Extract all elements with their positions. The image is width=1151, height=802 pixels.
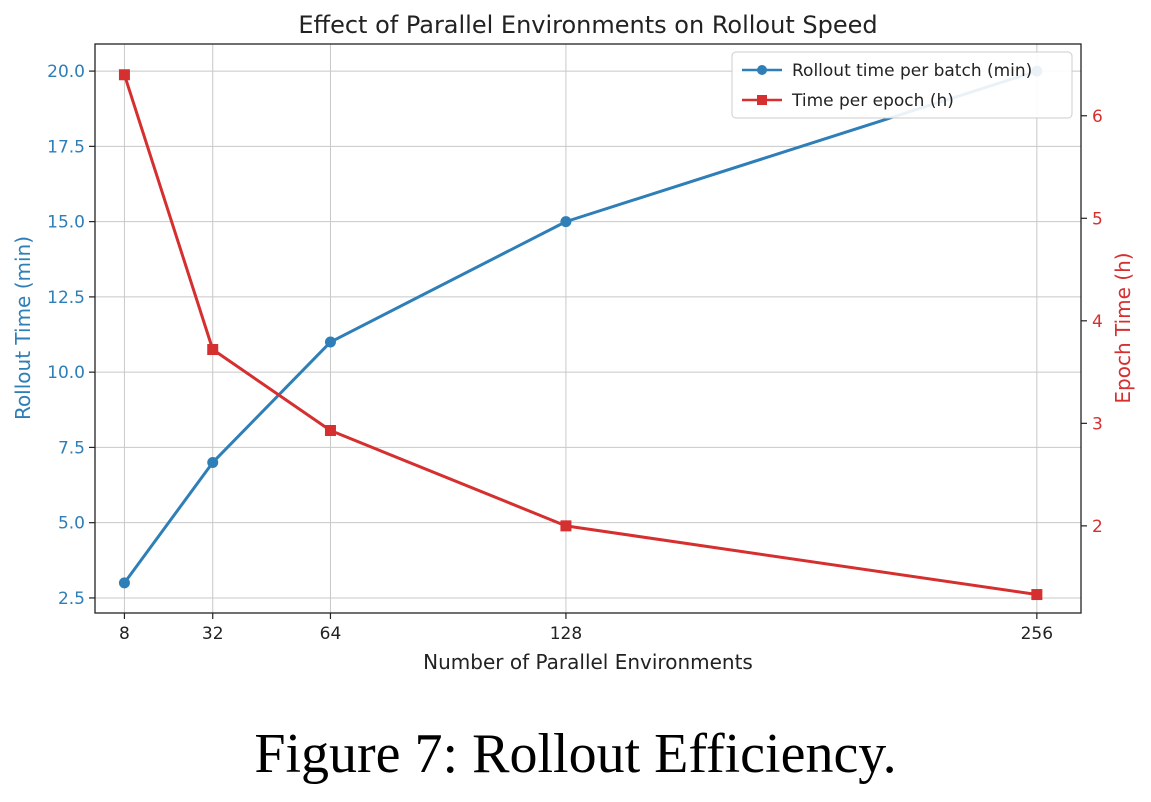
x-axis-ticks: 8 32 64 128 256 [119, 613, 1053, 644]
left-tick-label: 2.5 [58, 589, 85, 609]
right-tick-label: 2 [1092, 517, 1103, 537]
x-axis-label: Number of Parallel Environments [423, 650, 753, 674]
x-tick-label: 128 [550, 624, 582, 644]
x-tick-label: 8 [119, 624, 130, 644]
left-tick-label: 10.0 [47, 363, 85, 383]
epoch-time-line [123, 74, 1038, 597]
epoch-time-point [560, 520, 572, 532]
left-tick-label: 20.0 [47, 62, 85, 82]
rollout-time-point [324, 336, 336, 348]
plot-frame [94, 43, 1082, 614]
legend-box [731, 51, 1073, 119]
left-tick-label: 15.0 [47, 213, 85, 233]
epoch-time-point [207, 344, 219, 356]
legend: Rollout time per batch (min) Time per ep… [731, 51, 1073, 119]
right-axis-label: Epoch Time (h) [1111, 252, 1135, 403]
epoch-time-point [1031, 589, 1043, 601]
right-axis-ticks: 2 3 4 5 6 [1081, 107, 1103, 537]
right-tick-label: 6 [1092, 107, 1103, 127]
left-axis-label: Rollout Time (min) [11, 236, 35, 420]
x-tick-label: 32 [202, 624, 224, 644]
chart-figure: 8 32 64 128 256 2.55.07.510.012.515.017.520.… [11, 11, 1135, 674]
left-tick-label: 7.5 [58, 438, 85, 458]
x-tick-label: 64 [320, 624, 342, 644]
right-tick-label: 3 [1092, 414, 1103, 434]
x-tick-label: 256 [1021, 624, 1053, 644]
legend-marker-circle [757, 65, 767, 75]
right-tick-label: 4 [1092, 312, 1103, 332]
legend-label-epoch: Time per epoch (h) [791, 91, 954, 111]
right-tick-label: 5 [1092, 209, 1103, 229]
rollout-time-point [560, 216, 572, 228]
rollout-time-point [118, 577, 130, 589]
chart-title: Effect of Parallel Environments on Rollo… [298, 11, 877, 39]
left-tick-label: 12.5 [47, 288, 85, 308]
figure-caption: Figure 7: Rollout Efficiency. [254, 723, 897, 785]
legend-label-rollout: Rollout time per batch (min) [792, 61, 1032, 81]
left-tick-label: 17.5 [47, 137, 85, 157]
legend-marker-square [757, 95, 767, 105]
epoch-time-point [118, 69, 130, 81]
epoch-time-point [324, 425, 336, 437]
left-tick-label: 5.0 [58, 514, 85, 534]
data-series [118, 65, 1043, 601]
left-axis-ticks: 2.5 5.0 7.5 10.0 12.5 15.0 17.5 20.0 [47, 62, 95, 609]
rollout-time-line [123, 69, 1038, 584]
rollout-time-point [207, 456, 219, 468]
